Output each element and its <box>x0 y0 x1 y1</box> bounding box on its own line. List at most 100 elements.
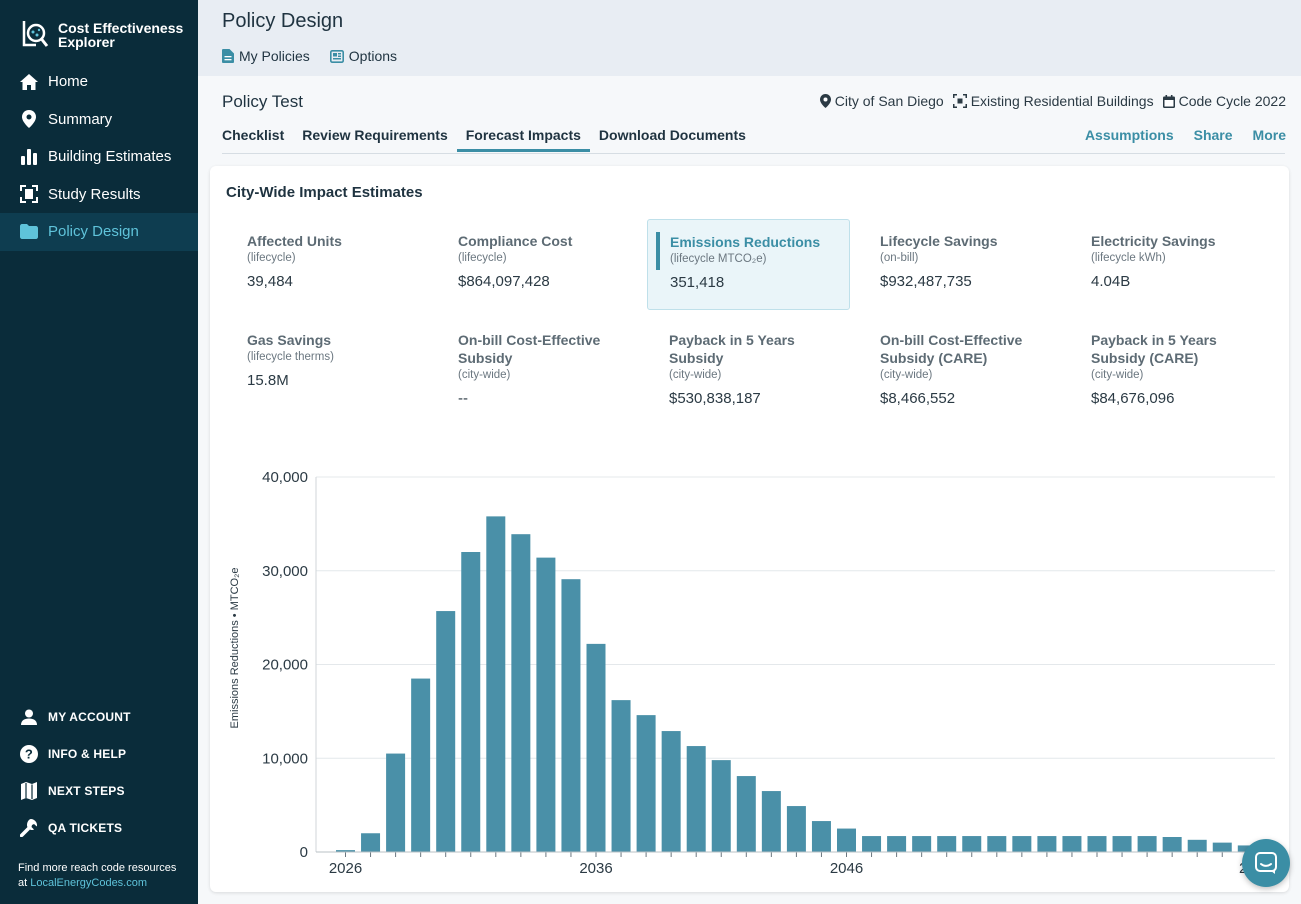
metric-value: 39,484 <box>247 273 293 290</box>
metric-compliance-cost[interactable]: Compliance Cost (lifecycle) $864,097,428 <box>436 219 639 309</box>
user-icon <box>19 707 39 727</box>
metric-emissions-reductions[interactable]: Emissions Reductions (lifecycle MTCO₂e) … <box>647 219 850 310</box>
nav-item-info-help[interactable]: ? INFO & HELP <box>0 735 198 772</box>
bar <box>461 552 481 852</box>
magnifier-logo-icon <box>22 21 49 47</box>
sidebar-footer: Find more reach code resources at LocalE… <box>18 861 176 891</box>
svg-text:?: ? <box>25 746 33 761</box>
brand-line-1: Cost Effectiveness <box>58 20 184 36</box>
metric-label: Affected Units <box>247 233 342 249</box>
tab-checklist[interactable]: Checklist <box>222 127 285 143</box>
metric-gas-savings[interactable]: Gas Savings (lifecycle therms) 15.8M <box>225 318 428 418</box>
y-tick-label: 0 <box>300 844 308 861</box>
bar <box>1112 836 1132 852</box>
metric-value: $84,676,096 <box>1091 390 1175 407</box>
metric-value: $932,487,735 <box>880 273 972 290</box>
metric-lifecycle-savings[interactable]: Lifecycle Savings (on-bill) $932,487,735 <box>858 219 1061 309</box>
meta-jurisdiction-label: City of San Diego <box>834 93 944 109</box>
metric-sub: (on-bill) <box>880 252 919 264</box>
metric-sub: (lifecycle kWh) <box>1091 252 1166 264</box>
nav-item-summary[interactable]: Summary <box>0 101 198 139</box>
bar <box>1162 837 1182 852</box>
metric-value: $864,097,428 <box>458 273 550 290</box>
bar <box>561 579 581 852</box>
nav-item-my-account[interactable]: MY ACCOUNT <box>0 698 198 735</box>
bar <box>761 791 781 852</box>
metric-payback-subsidy[interactable]: Payback in 5 Years Subsidy (city-wide) $… <box>647 318 850 418</box>
bar <box>987 836 1007 852</box>
metric-label: Payback in 5 Years Subsidy <box>669 332 795 366</box>
nav-label-study-results: Study Results <box>48 185 141 203</box>
my-policies-link[interactable]: My Policies <box>222 48 310 64</box>
bar <box>962 836 982 852</box>
metric-label: On-bill Cost-Effective Subsidy <box>458 332 601 366</box>
y-tick-label: 10,000 <box>262 750 308 767</box>
meta-building-type: Existing Residential Buildings <box>952 93 1154 109</box>
main-nav: Home Summary Building Estimates Study Re… <box>0 63 198 251</box>
bar <box>1062 836 1082 852</box>
home-icon <box>19 72 39 92</box>
metric-payback-subsidy-care[interactable]: Payback in 5 Years Subsidy (CARE) (city-… <box>1069 318 1272 418</box>
metric-onbill-subsidy-care[interactable]: On-bill Cost-Effective Subsidy (CARE) (c… <box>858 318 1061 418</box>
share-button[interactable]: Share <box>1193 127 1233 143</box>
nav-item-home[interactable]: Home <box>0 63 198 101</box>
brand-logo[interactable]: Cost Effectiveness Explorer <box>20 18 183 52</box>
header-subnav: My Policies Options <box>222 48 397 64</box>
nav-item-policy-design[interactable]: Policy Design <box>0 213 198 251</box>
bar <box>336 850 355 852</box>
nav-item-next-steps[interactable]: NEXT STEPS <box>0 772 198 809</box>
sidebar: Cost Effectiveness Explorer Home Summary… <box>0 0 198 904</box>
location-icon <box>819 94 831 108</box>
bar <box>611 700 631 852</box>
metric-sub: (lifecycle MTCO₂e) <box>670 253 767 265</box>
metric-sub: (city-wide) <box>458 369 511 381</box>
bar <box>786 806 806 852</box>
chat-button[interactable] <box>1242 839 1290 887</box>
bar <box>912 836 932 852</box>
bar <box>661 731 681 852</box>
metric-label: Gas Savings <box>247 332 332 348</box>
document-icon <box>222 49 234 63</box>
nav-item-building-estimates[interactable]: Building Estimates <box>0 138 198 176</box>
help-icon: ? <box>19 744 39 764</box>
nav-label-summary: Summary <box>48 110 113 128</box>
nav-label-qa-tickets: QA TICKETS <box>48 820 123 835</box>
policy-icon <box>19 222 39 242</box>
metric-label: Lifecycle Savings <box>880 233 998 249</box>
bar <box>411 678 431 852</box>
meta-jurisdiction: City of San Diego <box>819 93 944 109</box>
metric-sub: (lifecycle) <box>247 252 296 264</box>
options-link[interactable]: Options <box>329 48 398 64</box>
map-icon <box>19 781 39 801</box>
footer-link[interactable]: LocalEnergyCodes.com <box>30 877 148 889</box>
bar <box>736 776 756 852</box>
metric-onbill-subsidy[interactable]: On-bill Cost-Effective Subsidy (city-wid… <box>436 318 639 418</box>
metric-label: Electricity Savings <box>1091 233 1216 249</box>
tab-review-requirements[interactable]: Review Requirements <box>302 127 448 143</box>
metric-affected-units[interactable]: Affected Units (lifecycle) 39,484 <box>225 219 428 309</box>
metric-label: Payback in 5 Years Subsidy (CARE) <box>1091 332 1217 366</box>
card-title: City-Wide Impact Estimates <box>226 184 423 201</box>
nav-item-qa-tickets[interactable]: QA TICKETS <box>0 809 198 846</box>
metric-electricity-savings[interactable]: Electricity Savings (lifecycle kWh) 4.04… <box>1069 219 1272 309</box>
policy-actions: Assumptions Share More <box>1085 127 1286 143</box>
more-button[interactable]: More <box>1252 127 1286 143</box>
page-title: Policy Design <box>222 10 344 32</box>
bar <box>862 836 882 852</box>
metric-label: Emissions Reductions <box>670 234 821 250</box>
bar <box>511 534 531 852</box>
wrench-icon <box>19 818 39 838</box>
nav-label-policy-design: Policy Design <box>48 223 139 241</box>
metric-sub: (lifecycle therms) <box>247 351 334 363</box>
meta-code-cycle: Code Cycle 2022 <box>1162 93 1286 109</box>
x-tick-label: 2046 <box>830 860 863 877</box>
options-label: Options <box>348 48 398 64</box>
tab-download-documents[interactable]: Download Documents <box>598 127 746 143</box>
emissions-chart: 010,00020,00030,00040,00020262036204620E… <box>229 469 1282 877</box>
metric-value: -- <box>458 390 468 407</box>
tab-forecast-impacts[interactable]: Forecast Impacts <box>456 127 590 152</box>
assumptions-button[interactable]: Assumptions <box>1084 127 1174 143</box>
chat-icon <box>1255 852 1277 874</box>
nav-item-study-results[interactable]: Study Results <box>0 176 198 214</box>
policy-meta: City of San Diego Existing Residential B… <box>819 93 1286 109</box>
